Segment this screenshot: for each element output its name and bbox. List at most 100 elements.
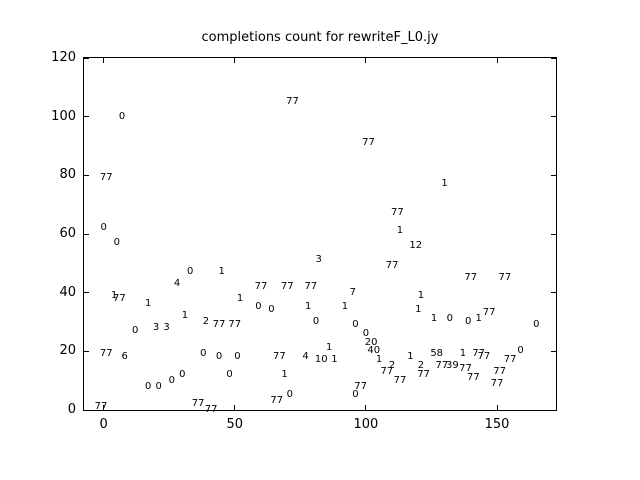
data-point-label: 1 <box>281 368 288 380</box>
y-tick-mark <box>84 57 89 59</box>
y-tick-mark <box>551 350 556 352</box>
data-point-label: 0 <box>517 345 524 357</box>
data-point-label: 1 <box>236 292 244 304</box>
y-tick-mark <box>84 233 89 235</box>
data-point-label: 2 <box>417 360 425 371</box>
data-point-label: 0 <box>113 236 120 248</box>
y-tick-mark <box>84 350 89 352</box>
x-tick-mark <box>234 405 236 410</box>
data-point-label: 1 <box>407 351 414 363</box>
data-point-label: 1 <box>430 313 438 325</box>
y-tick-mark <box>84 292 89 294</box>
data-point-label: 77 <box>280 280 294 292</box>
x-tick-mark <box>103 405 105 410</box>
x-tick-mark <box>365 405 367 410</box>
data-point-label: 3 <box>152 321 160 333</box>
data-point-label: 77 <box>493 365 506 377</box>
data-point-label: 77 <box>94 401 108 413</box>
data-point-label: 1 <box>417 289 425 301</box>
data-point-label: 77 <box>99 348 113 360</box>
y-axis-tick-label: 40 <box>59 284 76 300</box>
y-axis-tick-label: 120 <box>51 50 76 65</box>
data-point-label: 0 <box>179 368 186 380</box>
data-point-label: 1 <box>218 266 225 278</box>
data-point-label: 77 <box>254 280 268 292</box>
data-point-label: 1 <box>331 354 338 366</box>
data-point-label: 20 <box>364 336 378 348</box>
data-point-label: 0 <box>200 348 207 360</box>
data-point-label: 0 <box>464 316 472 327</box>
y-axis-tick-label: 100 <box>51 108 76 124</box>
data-point-label: 3 <box>163 321 170 333</box>
data-point-label: 0 <box>131 324 139 336</box>
data-point-label: 1 <box>441 178 448 190</box>
x-tick-mark <box>496 58 498 63</box>
data-point-label: 77 <box>459 362 472 374</box>
y-tick-mark <box>551 57 556 59</box>
data-point-label: 0 <box>155 380 162 392</box>
data-point-label: 77 <box>272 351 286 363</box>
data-point-label: 3 <box>315 254 322 266</box>
data-point-label: 77 <box>385 260 399 272</box>
data-point-label: 77 <box>191 398 205 410</box>
data-point-label: 1 <box>475 313 482 325</box>
y-tick-mark <box>551 116 556 118</box>
data-point-label: 1 <box>341 301 349 313</box>
data-point-label: 0 <box>234 351 241 363</box>
data-point-label: 0 <box>352 318 359 330</box>
data-point-label: 0 <box>226 368 233 380</box>
data-point-label: 77 <box>228 318 242 330</box>
x-axis-tick-label: 0 <box>99 417 108 432</box>
data-point-label: 77 <box>286 96 299 107</box>
data-point-label: 1 <box>375 354 383 366</box>
data-point-label: 77 <box>99 172 113 184</box>
data-point-label: 77 <box>490 377 504 389</box>
x-axis-tick-label: 100 <box>353 417 379 432</box>
data-point-label: 0 <box>118 110 126 122</box>
data-point-label: 0 <box>286 389 294 401</box>
data-point-label: 0 <box>362 327 370 339</box>
data-point-label: 10 <box>314 354 328 366</box>
y-axis-tick-label: 20 <box>59 343 76 359</box>
data-point-label: 77 <box>362 137 375 149</box>
data-point-label: 4 <box>173 277 181 289</box>
data-point-label: 77 <box>482 307 496 319</box>
data-point-label: 7 <box>349 286 356 298</box>
x-axis-tick-label: 50 <box>226 417 244 432</box>
x-axis-tick-label: 150 <box>484 417 510 432</box>
data-point-label: 40 <box>367 345 381 357</box>
data-point-label: 0 <box>187 266 194 278</box>
data-point-label: 0 <box>215 351 223 363</box>
x-tick-mark <box>103 58 105 63</box>
data-point-label: 77 <box>393 374 407 386</box>
data-point-label: 2 <box>202 316 210 327</box>
data-point-label: 0 <box>268 304 275 316</box>
data-point-label: 39 <box>446 360 459 371</box>
data-point-label: 58 <box>430 348 444 360</box>
y-axis-tick-label: 60 <box>59 226 76 241</box>
x-tick-mark <box>365 58 367 63</box>
chart-title: completions count for rewriteF_L0.jy <box>201 30 439 45</box>
y-tick-mark <box>84 116 89 118</box>
data-point-label: 77 <box>212 318 226 330</box>
data-point-label: 77 <box>270 395 284 407</box>
data-point-label: 77 <box>304 280 318 292</box>
data-point-label: 1 <box>110 289 118 301</box>
y-axis-tick-label: 0 <box>67 402 76 417</box>
data-point-label: 77 <box>467 371 480 383</box>
data-point-label: 77 <box>464 272 478 283</box>
data-point-label: 77 <box>503 354 517 366</box>
data-point-label: 0 <box>446 313 453 325</box>
data-point-label: 77 <box>472 348 486 360</box>
data-point-label: 0 <box>145 380 152 392</box>
data-point-label: 77 <box>477 351 491 363</box>
data-point-label: 77 <box>417 368 430 380</box>
data-point-label: 77 <box>354 380 368 392</box>
data-point-label: 4 <box>302 351 309 363</box>
data-point-label: 77 <box>435 360 449 371</box>
data-point-label: 0 <box>100 222 107 234</box>
y-tick-mark <box>84 409 89 411</box>
data-point-label: 1 <box>415 304 422 316</box>
data-point-label: 1 <box>181 310 189 322</box>
